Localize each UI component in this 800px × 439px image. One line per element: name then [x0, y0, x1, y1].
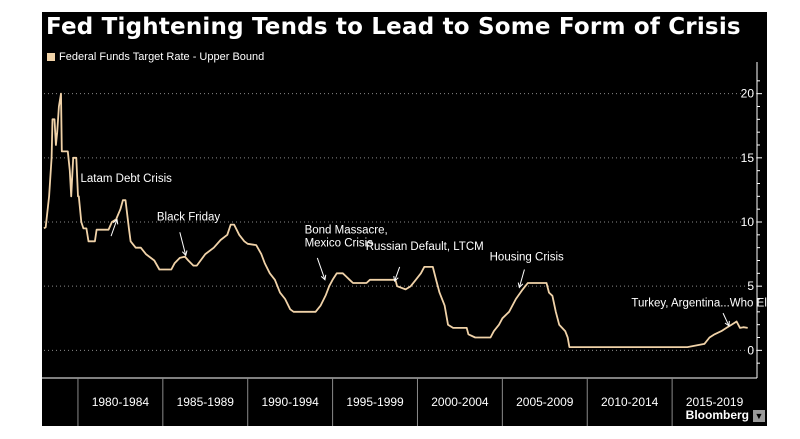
x-tick-label: 1980-1984 [92, 395, 150, 409]
annotation-arrowhead [517, 282, 524, 289]
x-tick-label: 1995-1999 [346, 395, 404, 409]
y-tick-label: 0 [747, 343, 754, 357]
annotation-label: Black Friday [157, 212, 221, 224]
annotation-arrow [179, 232, 187, 256]
y-tick-label: 5 [747, 279, 754, 293]
annotation-label: Latam Debt Crisis [80, 173, 172, 185]
x-tick-label: 2005-2009 [516, 395, 574, 409]
annotation-arrow [722, 312, 730, 327]
series-layer [43, 92, 748, 348]
annotation-line: Black Friday [157, 212, 221, 224]
grid-layer [44, 93, 757, 351]
x-tick-label: 2015-2019 [686, 395, 744, 409]
legend-label: Federal Funds Target Rate - Upper Bound [59, 51, 265, 63]
annotation-layer: Latam Debt Crisis Black Friday Bond Massac… [80, 173, 767, 327]
annotation-arrowhead [393, 276, 399, 283]
annotation: Bond Massacre, Mexico Crisis [305, 225, 388, 281]
annotation: Black Friday [157, 212, 221, 257]
legend: Federal Funds Target Rate - Upper Bound [47, 50, 264, 64]
x-tick-label: 2000-2004 [431, 395, 489, 409]
annotation: Latam Debt Crisis [80, 173, 172, 237]
annotation-label: Russian Default, LTCM [366, 241, 484, 253]
annotation-arrow [518, 269, 525, 288]
annotation-line: Russian Default, LTCM [366, 241, 484, 253]
annotation-line: Housing Crisis [490, 252, 564, 264]
legend-swatch [47, 53, 55, 61]
annotation-arrowhead [320, 274, 327, 281]
annotation-arrowhead [724, 320, 730, 327]
annotation-line: Latam Debt Crisis [80, 173, 172, 185]
annotation-arrowhead [181, 250, 188, 257]
annotation-line: Bond Massacre, [305, 225, 388, 237]
axis-layer: 0 5 10 15 20 1980-1984 1985-1989 1990-1994 1995-… [42, 62, 762, 426]
bloomberg-logo: Bloomberg [685, 408, 749, 422]
series-line [43, 92, 748, 348]
y-tick-label: 10 [741, 215, 755, 229]
x-tick-label: 1990-1994 [261, 395, 319, 409]
annotation-label: Housing Crisis [490, 252, 564, 264]
annotation-label: Turkey, Argentina...Who Else [631, 298, 767, 310]
x-tick-label: 1985-1989 [177, 395, 235, 409]
annotation-line: Turkey, Argentina...Who Else [631, 298, 767, 310]
annotation: Turkey, Argentina...Who Else [631, 298, 767, 327]
annotation: Russian Default, LTCM [366, 241, 484, 283]
annotation-arrowhead [112, 218, 119, 225]
share-icon: ▼ [753, 410, 765, 422]
annotation-label: Bond Massacre, Mexico Crisis [305, 225, 388, 250]
chart-title: Fed Tightening Tends to Lead to Some For… [46, 14, 741, 40]
chart-frame: Fed Tightening Tends to Lead to Some For… [42, 12, 767, 426]
x-tick-label: 2010-2014 [601, 395, 659, 409]
annotation-line: Mexico Crisis [305, 238, 374, 250]
y-tick-label: 20 [741, 87, 755, 101]
line-chart: 0 5 10 15 20 1980-1984 1985-1989 1990-1994 1995-… [42, 62, 767, 426]
annotation-arrow [394, 266, 401, 282]
annotation-arrow [316, 257, 326, 280]
y-tick-label: 15 [741, 151, 755, 165]
annotation-arrow [110, 219, 118, 237]
annotation: Housing Crisis [490, 252, 564, 289]
